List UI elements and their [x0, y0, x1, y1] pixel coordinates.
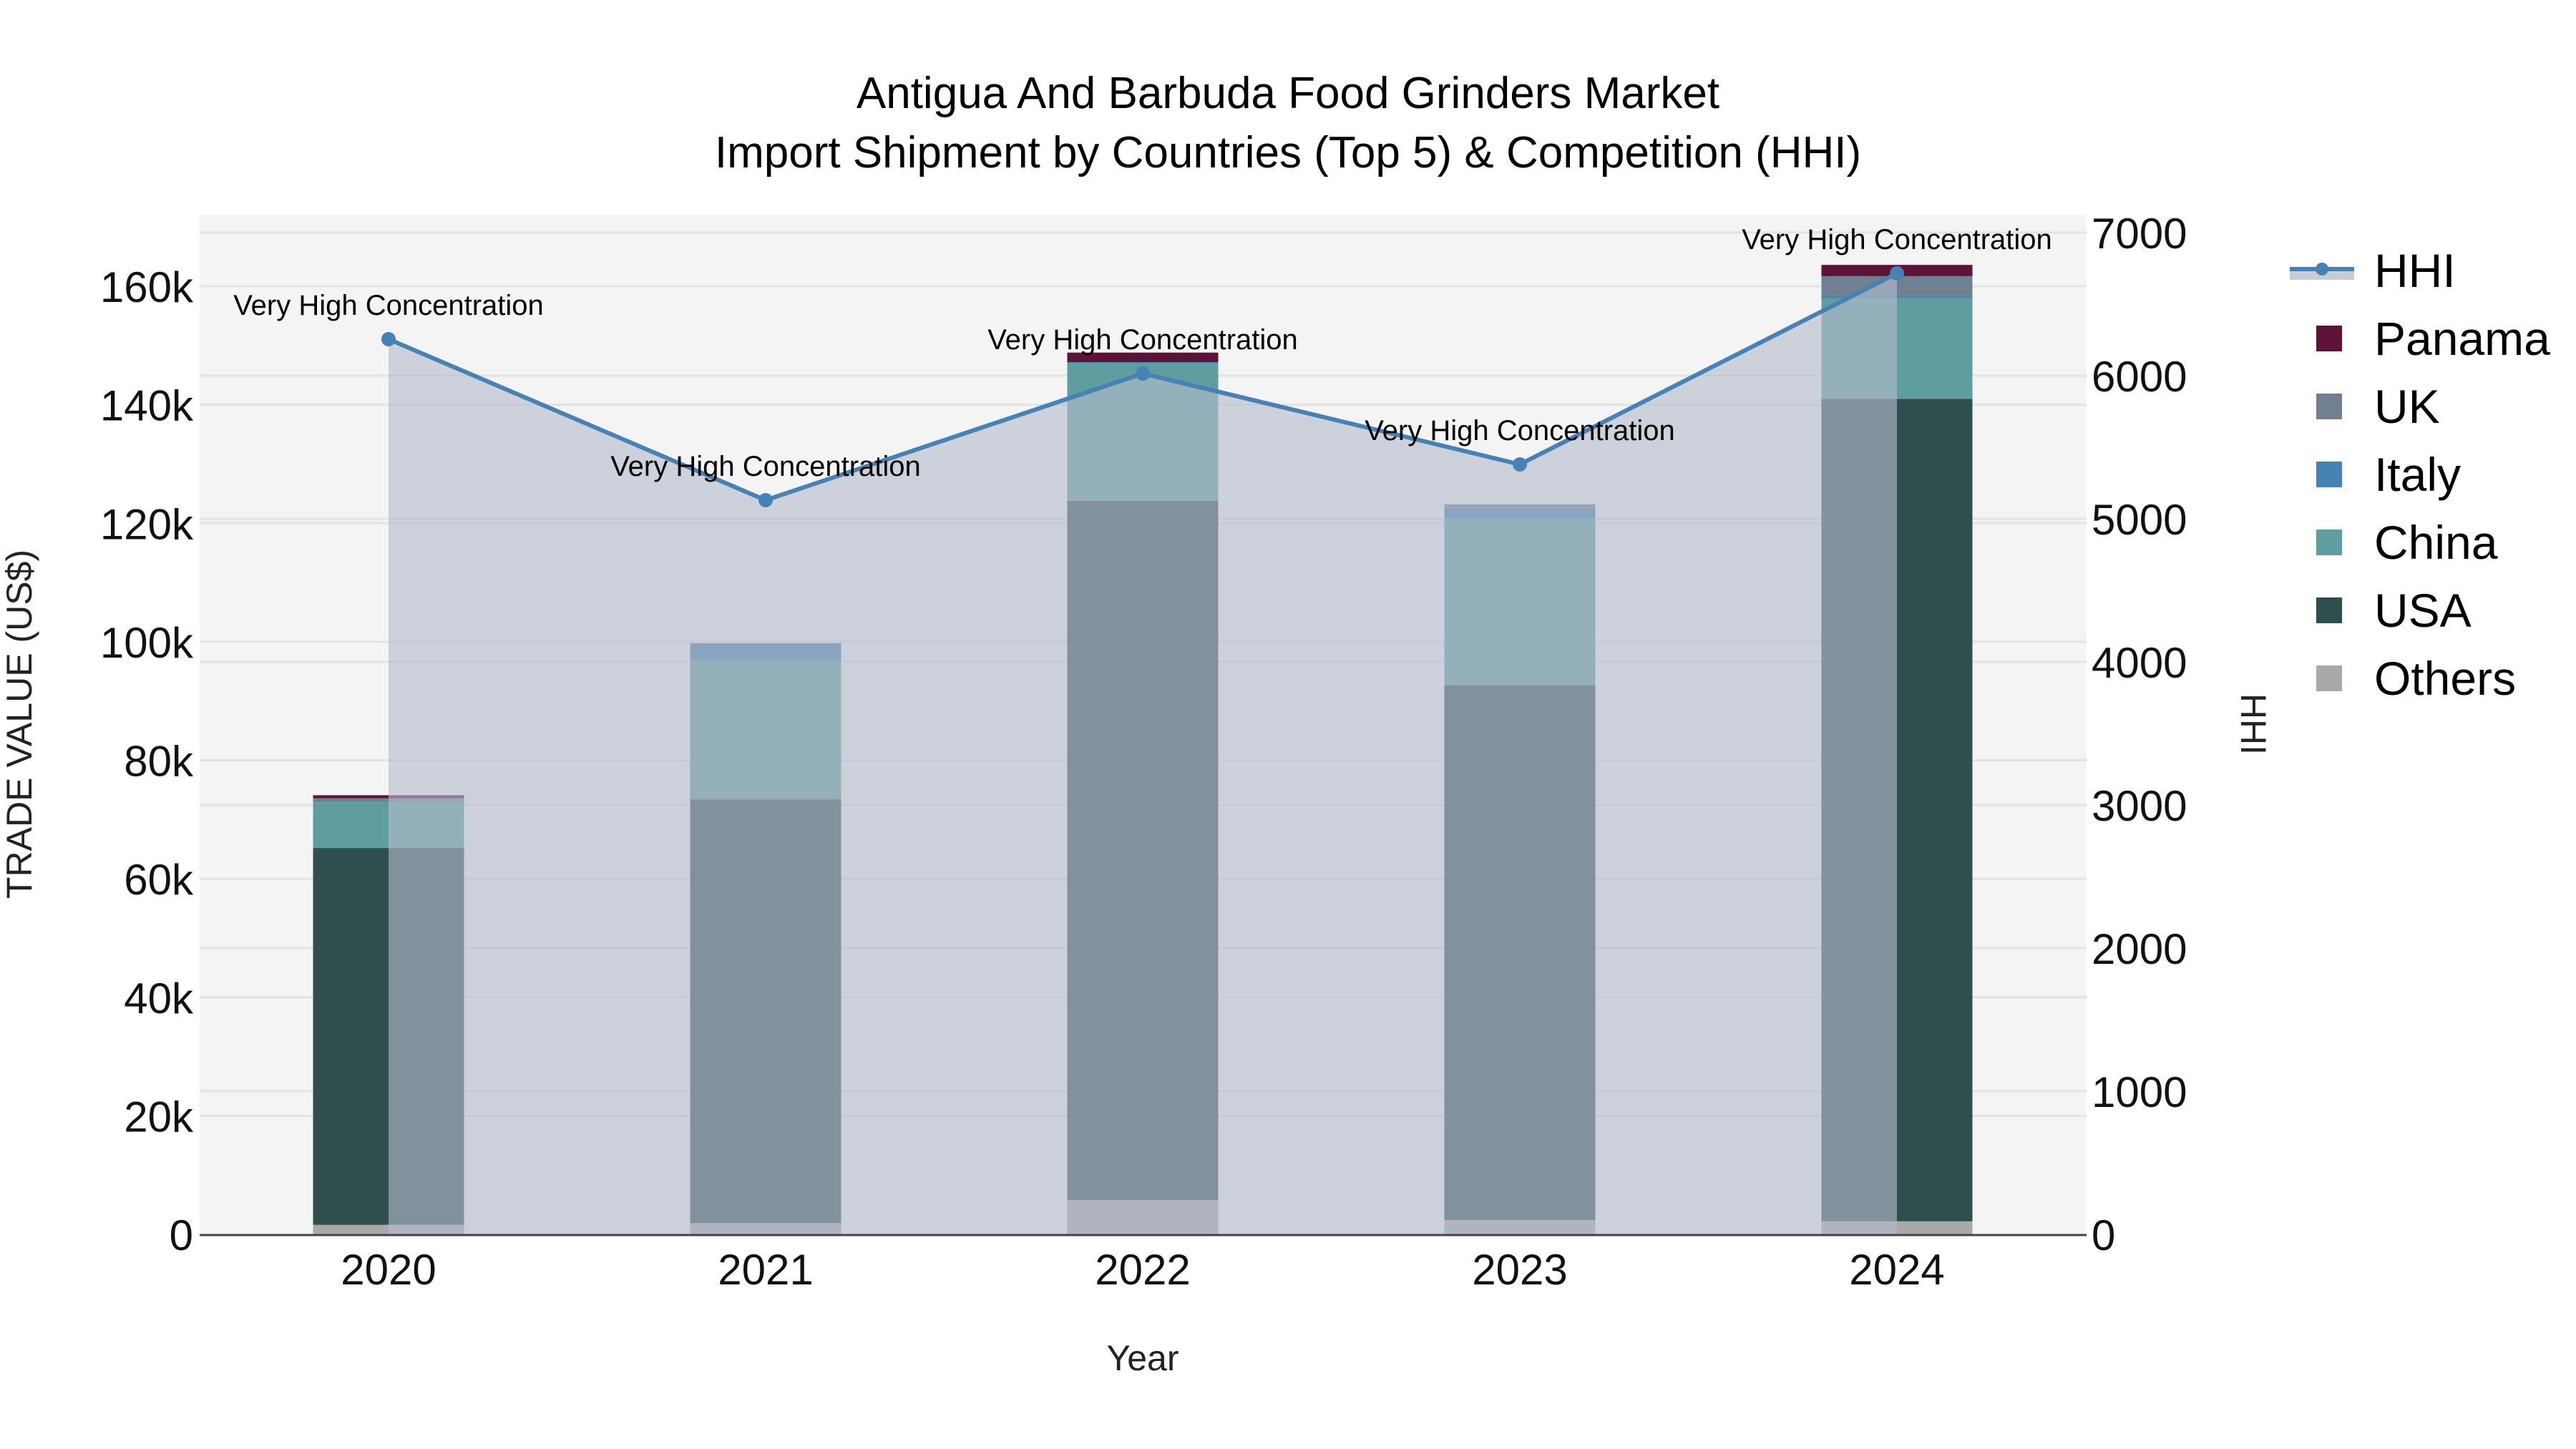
square-swatch-icon — [2316, 597, 2342, 623]
y-right-tick-label: 5000 — [2092, 496, 2187, 544]
y-right-tick-label: 4000 — [2092, 639, 2187, 687]
square-swatch-icon — [2316, 665, 2342, 691]
square-swatch-icon — [2316, 393, 2342, 419]
legend-label: UK — [2374, 379, 2440, 433]
x-ticks: 2020 2021 2022 2023 2024 — [341, 1246, 1944, 1294]
y-left-ticks: 0 20k 40k 60k 80k 100k 120k 140k 160k — [100, 263, 194, 1259]
y-right-ticks: 0 1000 2000 3000 4000 5000 6000 7000 — [2092, 210, 2187, 1259]
y-left-tick-label: 160k — [100, 263, 194, 311]
hhi-marker — [758, 493, 773, 507]
legend-label: Panama — [2374, 311, 2550, 365]
bar-segment-panama — [1067, 352, 1219, 362]
square-swatch-icon — [2316, 325, 2342, 351]
hhi-annotations: Very High Concentration Very High Concent… — [233, 224, 2052, 482]
hhi-marker — [1890, 266, 1904, 280]
hhi-annotation: Very High Concentration — [610, 451, 921, 482]
y-left-axis-title: TRADE VALUE (US$) — [0, 550, 39, 899]
y-right-tick-label: 1000 — [2092, 1068, 2187, 1116]
hhi-area — [389, 273, 1897, 1234]
y-right-tick-label: 7000 — [2092, 210, 2187, 258]
y-right-tick-label: 0 — [2092, 1211, 2115, 1259]
x-axis-title: Year — [1106, 1338, 1179, 1378]
y-left-tick-label: 100k — [100, 619, 194, 667]
y-left-tick-label: 60k — [124, 856, 194, 904]
x-tick-label: 2020 — [341, 1246, 436, 1294]
y-left-tick-label: 0 — [170, 1211, 193, 1259]
hhi-annotation: Very High Concentration — [987, 324, 1298, 356]
hhi-annotation: Very High Concentration — [1365, 415, 1675, 447]
chart-title-line2: Import Shipment by Countries (Top 5) & C… — [714, 128, 1862, 177]
hhi-marker — [381, 332, 396, 346]
y-right-axis-title: HHI — [2233, 693, 2273, 755]
legend-label: Others — [2374, 651, 2517, 705]
legend-label: Italy — [2374, 447, 2462, 501]
x-tick-label: 2021 — [718, 1246, 813, 1294]
hhi-annotation: Very High Concentration — [233, 290, 544, 321]
chart-title-line1: Antigua And Barbuda Food Grinders Market — [856, 69, 1720, 118]
hhi-marker — [1513, 457, 1527, 472]
y-left-tick-label: 20k — [124, 1093, 194, 1141]
square-swatch-icon — [2316, 461, 2342, 487]
legend-label: China — [2374, 515, 2498, 569]
y-left-tick-label: 140k — [100, 382, 194, 430]
hhi-marker — [1136, 366, 1150, 381]
legend-label: USA — [2374, 583, 2472, 637]
y-left-tick-label: 80k — [124, 738, 194, 786]
y-left-tick-label: 40k — [124, 975, 194, 1023]
y-right-tick-label: 6000 — [2092, 353, 2187, 401]
bar-segment-italy — [1067, 362, 1219, 364]
x-tick-label: 2022 — [1095, 1246, 1190, 1294]
line-marker-icon — [2290, 262, 2354, 280]
square-swatch-icon — [2316, 529, 2342, 555]
hhi-area-fill — [389, 273, 1897, 1234]
legend-label: HHI — [2374, 243, 2456, 297]
y-right-tick-label: 3000 — [2092, 782, 2187, 830]
y-left-tick-label: 120k — [100, 500, 194, 548]
x-tick-label: 2023 — [1472, 1246, 1567, 1294]
y-right-tick-label: 2000 — [2092, 925, 2187, 973]
hhi-line — [381, 266, 1904, 507]
x-tick-label: 2024 — [1849, 1246, 1944, 1294]
hhi-annotation: Very High Concentration — [1742, 224, 2052, 255]
